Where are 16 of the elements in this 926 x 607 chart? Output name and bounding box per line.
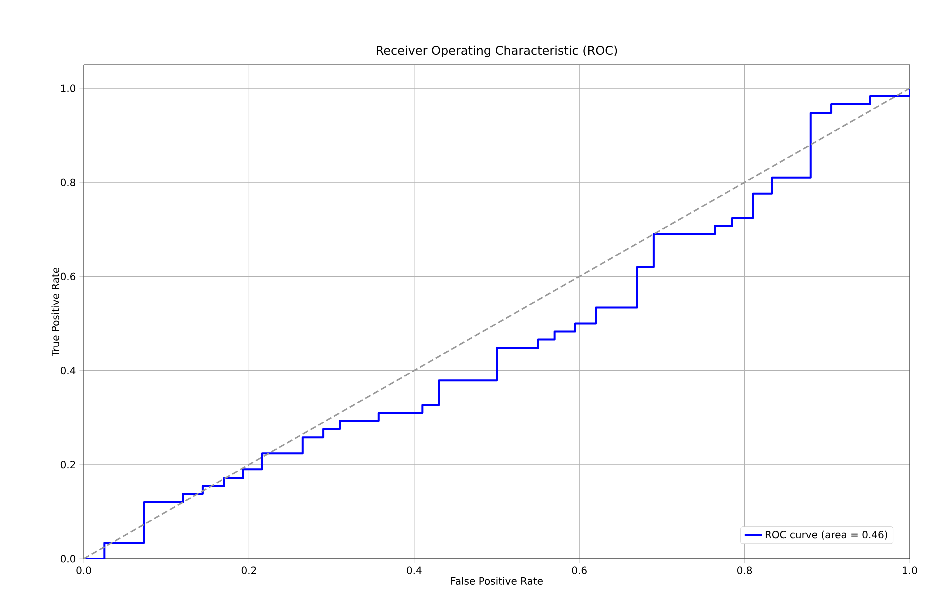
y-tick-label: 0.0 [60, 555, 76, 563]
x-tick-label: 1.0 [903, 566, 918, 574]
x-tick-label: 0.6 [572, 566, 587, 574]
x-tick-label: 0.2 [242, 566, 256, 574]
x-axis-title: False Positive Rate [452, 577, 543, 585]
y-tick-label: 0.8 [60, 178, 76, 186]
x-tick-label: 0.0 [76, 566, 92, 574]
y-tick-label: 1.0 [61, 84, 76, 92]
chart-title: Receiver Operating Characteristic (ROC) [377, 46, 618, 58]
legend-label: ROC curve (area = 0.46) [766, 530, 888, 540]
y-tick-label: 0.6 [60, 272, 76, 280]
y-tick-label: 0.2 [60, 461, 76, 469]
y-tick-label: 0.4 [60, 367, 76, 375]
x-tick-label: 0.4 [407, 566, 422, 574]
y-axis-title: True Positive Rate [52, 268, 60, 357]
x-tick-label: 0.8 [738, 566, 752, 574]
